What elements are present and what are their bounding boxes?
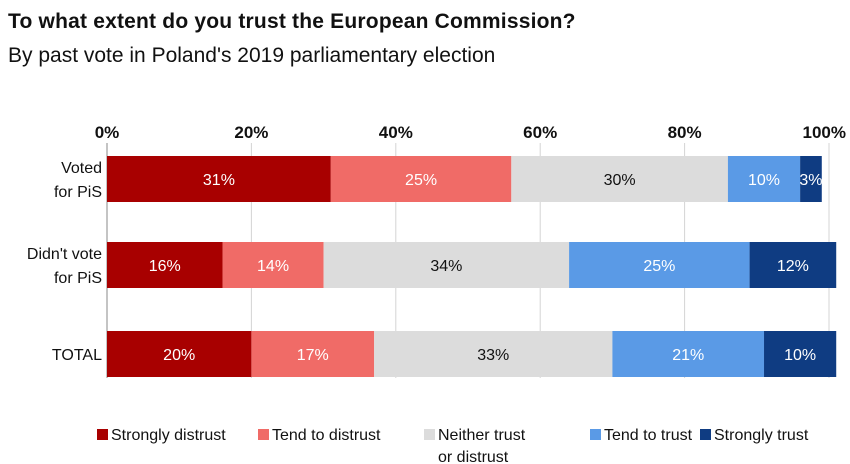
bar-segment <box>107 156 331 202</box>
chart-subtitle: By past vote in Poland's 2019 parliament… <box>8 44 496 67</box>
legend-label: Strongly distrust <box>111 427 226 444</box>
category-label: for PiS <box>54 184 102 201</box>
x-tick-label: 40% <box>379 123 413 142</box>
legend-label: Neither trust <box>438 427 526 444</box>
bar-segment <box>323 242 570 288</box>
x-tick-label: 20% <box>234 123 268 142</box>
category-label: for PiS <box>54 270 102 287</box>
bar-segment <box>764 331 837 377</box>
chart-title: To what extent do you trust the European… <box>8 10 576 33</box>
legend-swatch <box>97 429 108 440</box>
data-label: 10% <box>748 172 780 189</box>
bar-segment <box>222 242 324 288</box>
category-label: Voted <box>61 160 102 177</box>
legend-swatch <box>590 429 601 440</box>
bar-segment <box>727 156 801 202</box>
x-tick-label: 60% <box>523 123 557 142</box>
bar-segment <box>511 156 728 202</box>
legend-swatch <box>258 429 269 440</box>
bar-segment <box>374 331 613 377</box>
legend-swatch <box>424 429 435 440</box>
category-label: TOTAL <box>52 347 102 364</box>
data-label: 30% <box>604 172 636 189</box>
data-label: 33% <box>477 347 509 364</box>
data-label: 21% <box>672 347 704 364</box>
bar-segment <box>107 242 223 288</box>
data-label: 12% <box>777 258 809 275</box>
bar-segment <box>569 242 750 288</box>
legend-swatch <box>700 429 711 440</box>
bar-segment <box>107 331 252 377</box>
bar-segment <box>251 331 375 377</box>
data-label: 16% <box>149 258 181 275</box>
x-tick-label: 0% <box>95 123 120 142</box>
data-label: 25% <box>405 172 437 189</box>
bar-segment <box>612 331 765 377</box>
legend-label: Tend to distrust <box>272 427 381 444</box>
legend-label: or distrust <box>438 449 509 464</box>
x-tick-label: 80% <box>668 123 702 142</box>
data-label: 10% <box>784 347 816 364</box>
legend-label: Strongly trust <box>714 427 809 444</box>
data-label: 20% <box>163 347 195 364</box>
bar-segment <box>749 242 837 288</box>
data-label: 3% <box>799 172 822 189</box>
x-tick-label: 100% <box>803 123 846 142</box>
bar-segment <box>800 156 822 202</box>
data-label: 34% <box>430 258 462 275</box>
data-label: 31% <box>203 172 235 189</box>
category-label: Didn't vote <box>27 246 102 263</box>
bar-segment <box>330 156 512 202</box>
data-label: 17% <box>297 347 329 364</box>
data-label: 25% <box>643 258 675 275</box>
data-label: 14% <box>257 258 289 275</box>
legend-label: Tend to trust <box>604 427 693 444</box>
